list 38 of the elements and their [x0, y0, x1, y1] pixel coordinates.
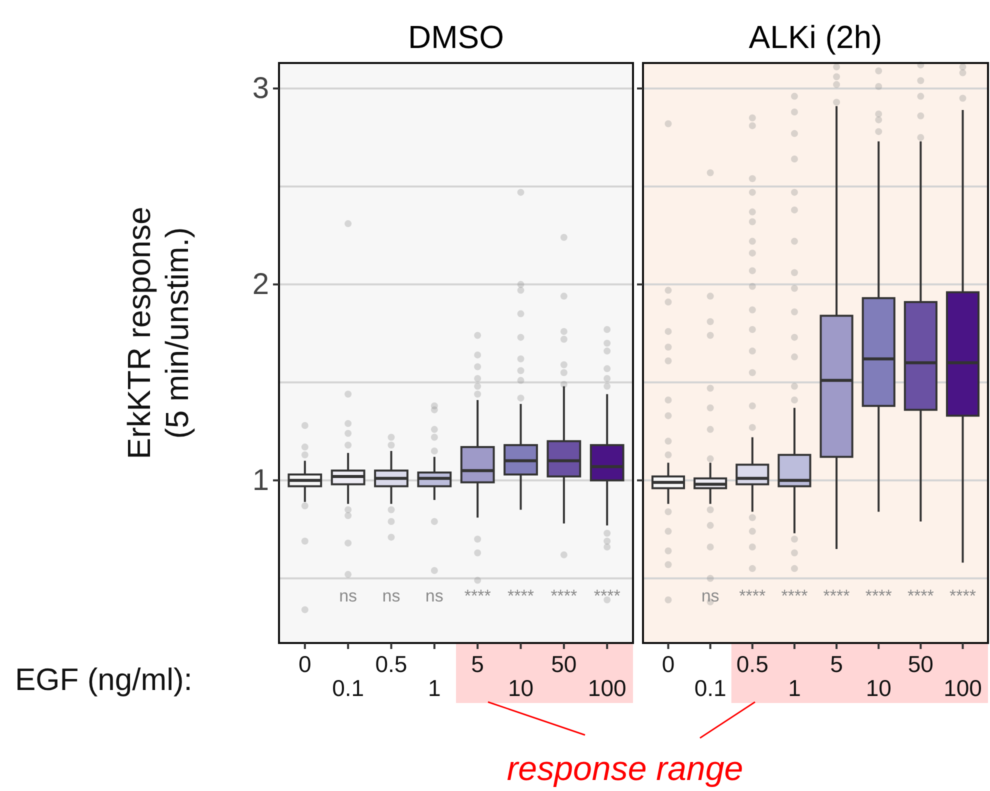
- x-tick-label: 100: [588, 675, 626, 701]
- y-tick-label: 1: [252, 464, 269, 497]
- x-tick-label: 0.5: [375, 651, 408, 677]
- x-tick-label: 5: [471, 651, 484, 677]
- annotation: ns: [425, 586, 444, 606]
- annotation: ****: [739, 586, 766, 606]
- annotation: ****: [464, 586, 492, 606]
- x-tick-label: 1: [788, 675, 801, 701]
- chart-title: DMSO: [408, 19, 504, 55]
- x-tick-label: 10: [508, 675, 534, 701]
- x-tick-label: 0.1: [694, 675, 726, 701]
- x-tick-label: 1: [428, 675, 441, 701]
- annotation: ns: [382, 586, 400, 606]
- annotation: ****: [865, 586, 892, 606]
- chart-title: ALKi (2h): [748, 19, 882, 55]
- x-tick-label: 0: [662, 651, 675, 677]
- x-tick-label: 100: [944, 675, 982, 701]
- text: response range: [506, 750, 744, 788]
- y-axis-title: ErkKTR response (5 min/unstim.): [121, 206, 195, 460]
- annotation: ****: [594, 586, 621, 606]
- y-tick-label: 2: [252, 268, 269, 301]
- annotation: ****: [907, 586, 934, 606]
- annotation: ns: [701, 586, 720, 606]
- y-tick-label: 3: [252, 72, 269, 105]
- annotation: ****: [508, 586, 534, 606]
- annotation: ns: [339, 586, 358, 606]
- x-tick-label: 50: [551, 651, 577, 677]
- x-axis-title: EGF (ng/ml):: [15, 662, 192, 697]
- annotation: ****: [550, 586, 578, 606]
- annotation: ****: [781, 586, 808, 606]
- x-tick-label: 0.5: [736, 651, 768, 677]
- x-tick-label: 10: [866, 675, 892, 701]
- x-tick-label: 5: [830, 651, 843, 677]
- annotation: ****: [823, 586, 850, 606]
- x-tick-label: 0: [298, 651, 312, 677]
- annotation: ****: [950, 586, 976, 606]
- x-tick-label: 0.1: [332, 675, 364, 701]
- x-tick-label: 50: [908, 651, 934, 677]
